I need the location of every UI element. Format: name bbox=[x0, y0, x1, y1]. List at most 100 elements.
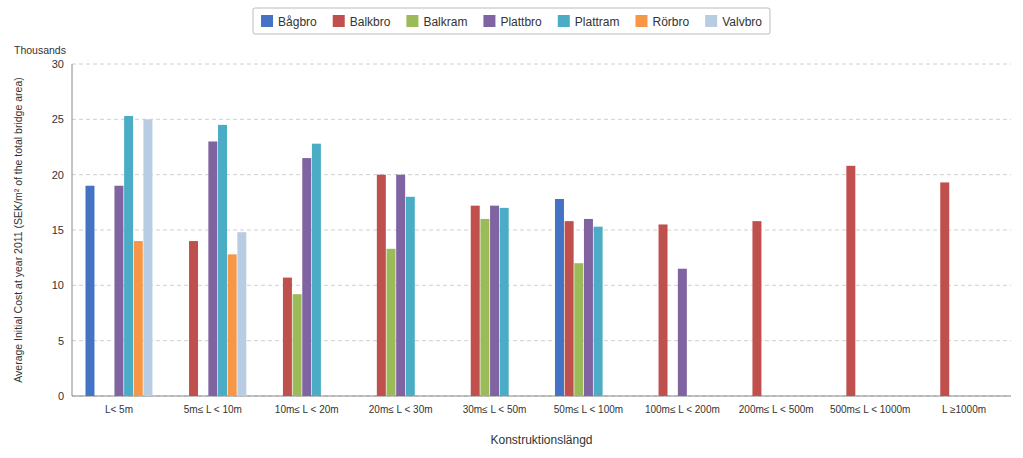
legend-swatch bbox=[261, 15, 273, 27]
legend-swatch bbox=[483, 15, 495, 27]
x-tick-label: 10m≤ L < 20m bbox=[275, 404, 339, 415]
bar bbox=[574, 263, 583, 396]
bar bbox=[678, 269, 687, 396]
legend-item: Balkbro bbox=[333, 15, 391, 29]
legend-swatch bbox=[705, 15, 717, 27]
chart: 051015202530L< 5m5m≤ L < 10m10m≤ L < 20m… bbox=[0, 0, 1023, 458]
bar bbox=[331, 396, 340, 397]
y-tick-label: 5 bbox=[58, 335, 64, 347]
bar bbox=[322, 396, 331, 397]
bar bbox=[697, 396, 706, 397]
y-tick-label: 15 bbox=[52, 224, 64, 236]
bar bbox=[781, 396, 790, 397]
bar bbox=[124, 116, 133, 396]
bar bbox=[237, 232, 246, 396]
x-tick-label: 50m≤ L < 100m bbox=[554, 404, 623, 415]
legend-item: Plattbro bbox=[483, 15, 542, 29]
x-tick-label: 100m≤ L < 200m bbox=[645, 404, 720, 415]
bar bbox=[801, 396, 810, 397]
bar bbox=[228, 254, 237, 396]
bar bbox=[302, 158, 311, 396]
legend-label: Bågbro bbox=[278, 15, 317, 29]
x-tick-label: 30m≤ L < 50m bbox=[463, 404, 527, 415]
legend-swatch bbox=[406, 15, 418, 27]
y-axis-title: Average Initial Cost at year 2011 (SEK/m… bbox=[12, 77, 24, 382]
bar bbox=[312, 144, 321, 396]
bar bbox=[979, 396, 988, 397]
bar bbox=[367, 396, 376, 397]
bar bbox=[989, 396, 998, 397]
bar bbox=[179, 396, 188, 397]
legend-label: Balkram bbox=[423, 15, 467, 29]
grid-line bbox=[72, 64, 1011, 65]
bar bbox=[218, 125, 227, 396]
bars bbox=[85, 116, 949, 396]
bar bbox=[603, 396, 612, 397]
bar bbox=[969, 396, 978, 397]
bar bbox=[461, 396, 470, 397]
bar bbox=[668, 396, 677, 397]
bar bbox=[396, 175, 405, 396]
bar bbox=[866, 396, 875, 397]
bar bbox=[856, 396, 865, 397]
legend-swatch bbox=[558, 15, 570, 27]
bar bbox=[293, 294, 302, 396]
bar bbox=[584, 219, 593, 396]
x-tick-label: L< 5m bbox=[105, 404, 133, 415]
bar bbox=[772, 396, 781, 397]
bar bbox=[688, 396, 697, 397]
bar bbox=[950, 396, 959, 397]
bar bbox=[519, 396, 528, 397]
legend-item: Rörbro bbox=[635, 15, 689, 29]
legend-label: Rörbro bbox=[652, 15, 689, 29]
bar bbox=[500, 208, 509, 396]
bar bbox=[85, 186, 94, 396]
bar bbox=[415, 396, 424, 397]
legend: Bågbro Balkbro Balkram Plattbro Plattram Rörb… bbox=[253, 8, 770, 34]
bar bbox=[273, 396, 282, 397]
legend-label: Plattram bbox=[575, 15, 620, 29]
bar bbox=[134, 241, 143, 396]
y-tick-label: 10 bbox=[52, 279, 64, 291]
bar bbox=[189, 241, 198, 396]
bar bbox=[143, 119, 152, 396]
x-tick-label: 200m≤ L < 500m bbox=[739, 404, 814, 415]
bar bbox=[555, 199, 564, 396]
bar bbox=[659, 224, 668, 396]
bar bbox=[940, 182, 949, 396]
grid-line bbox=[72, 119, 1011, 120]
y-tick-label: 20 bbox=[52, 169, 64, 181]
bar bbox=[199, 396, 208, 397]
grid bbox=[72, 64, 1011, 396]
y-tick-label: 0 bbox=[58, 390, 64, 402]
axes: 051015202530L< 5m5m≤ L < 10m10m≤ L < 20m… bbox=[52, 58, 1011, 415]
bar bbox=[594, 227, 603, 396]
bar bbox=[387, 249, 396, 396]
bar bbox=[931, 396, 940, 397]
legend-item: Plattram bbox=[558, 15, 620, 29]
x-tick-label: 5m≤ L < 10m bbox=[184, 404, 242, 415]
legend-label: Balkbro bbox=[350, 15, 391, 29]
bar bbox=[960, 396, 969, 397]
bar bbox=[114, 186, 123, 396]
bar bbox=[208, 141, 217, 396]
legend-item: Balkram bbox=[406, 15, 467, 29]
x-axis-title: Konstruktionslängd bbox=[490, 433, 592, 447]
bar bbox=[490, 206, 499, 396]
legend-swatch bbox=[635, 15, 647, 27]
annotation: Thousands bbox=[14, 44, 66, 56]
bar bbox=[471, 206, 480, 396]
bar bbox=[743, 396, 752, 397]
legend-label: Plattbro bbox=[500, 15, 542, 29]
bar bbox=[509, 396, 518, 397]
legend-item: Bågbro bbox=[261, 15, 317, 29]
bar bbox=[762, 396, 771, 397]
y-tick-label: 25 bbox=[52, 113, 64, 125]
bar bbox=[95, 396, 104, 397]
bar bbox=[406, 197, 415, 396]
y-axis-line bbox=[72, 64, 73, 396]
bar bbox=[707, 396, 716, 397]
bar bbox=[791, 396, 800, 397]
bar bbox=[565, 221, 574, 396]
bar bbox=[613, 396, 622, 397]
